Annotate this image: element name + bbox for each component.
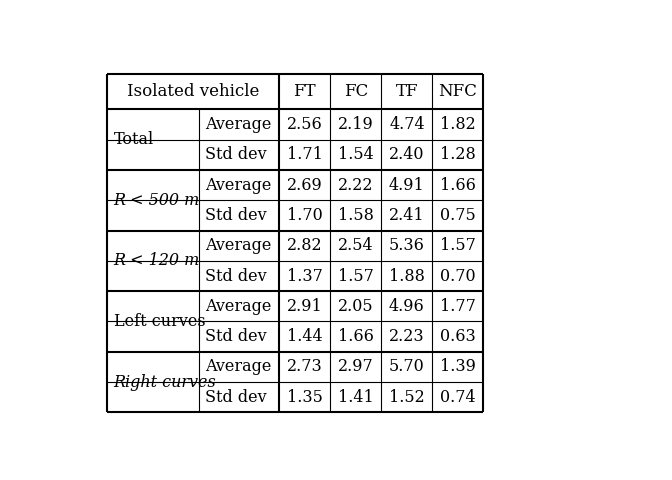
Text: FT: FT bbox=[294, 84, 316, 100]
Text: R < 120 m: R < 120 m bbox=[114, 252, 200, 269]
Text: TF: TF bbox=[396, 84, 418, 100]
Text: 5.70: 5.70 bbox=[389, 359, 425, 375]
Text: 1.66: 1.66 bbox=[440, 177, 476, 193]
Text: 1.37: 1.37 bbox=[287, 267, 323, 285]
Text: 1.57: 1.57 bbox=[440, 237, 476, 254]
Text: 2.41: 2.41 bbox=[389, 207, 425, 224]
Text: 2.40: 2.40 bbox=[389, 146, 425, 163]
Text: Average: Average bbox=[205, 116, 271, 133]
Text: 1.41: 1.41 bbox=[338, 389, 374, 406]
Text: 2.91: 2.91 bbox=[287, 298, 323, 315]
Text: 1.58: 1.58 bbox=[338, 207, 374, 224]
Text: Average: Average bbox=[205, 298, 271, 315]
Text: 2.19: 2.19 bbox=[338, 116, 374, 133]
Text: 0.63: 0.63 bbox=[440, 328, 476, 345]
Text: 1.28: 1.28 bbox=[440, 146, 476, 163]
Text: 1.35: 1.35 bbox=[287, 389, 323, 406]
Text: 1.66: 1.66 bbox=[338, 328, 374, 345]
Text: 0.70: 0.70 bbox=[440, 267, 476, 285]
Text: Average: Average bbox=[205, 359, 271, 375]
Text: Std dev: Std dev bbox=[205, 207, 267, 224]
Text: 1.82: 1.82 bbox=[440, 116, 476, 133]
Text: 1.52: 1.52 bbox=[389, 389, 425, 406]
Text: Std dev: Std dev bbox=[205, 328, 267, 345]
Text: 2.73: 2.73 bbox=[287, 359, 323, 375]
Text: 2.54: 2.54 bbox=[338, 237, 374, 254]
Text: 1.70: 1.70 bbox=[287, 207, 323, 224]
Text: NFC: NFC bbox=[439, 84, 477, 100]
Text: Left curves: Left curves bbox=[114, 313, 206, 330]
Text: 1.88: 1.88 bbox=[389, 267, 425, 285]
Text: 4.96: 4.96 bbox=[389, 298, 425, 315]
Text: Isolated vehicle: Isolated vehicle bbox=[127, 84, 259, 100]
Text: 4.91: 4.91 bbox=[389, 177, 425, 193]
Text: 2.97: 2.97 bbox=[338, 359, 374, 375]
Text: Std dev: Std dev bbox=[205, 146, 267, 163]
Text: 1.39: 1.39 bbox=[440, 359, 476, 375]
Text: Total: Total bbox=[114, 131, 154, 148]
Text: 2.82: 2.82 bbox=[287, 237, 323, 254]
Text: 1.77: 1.77 bbox=[440, 298, 476, 315]
Text: 2.05: 2.05 bbox=[338, 298, 374, 315]
Text: 2.69: 2.69 bbox=[287, 177, 323, 193]
Text: 2.23: 2.23 bbox=[389, 328, 425, 345]
Text: 4.74: 4.74 bbox=[389, 116, 425, 133]
Text: FC: FC bbox=[344, 84, 368, 100]
Text: 1.44: 1.44 bbox=[287, 328, 323, 345]
Text: 2.22: 2.22 bbox=[338, 177, 374, 193]
Text: Std dev: Std dev bbox=[205, 389, 267, 406]
Text: R < 500 m: R < 500 m bbox=[114, 192, 200, 209]
Text: 1.57: 1.57 bbox=[338, 267, 374, 285]
Text: 1.71: 1.71 bbox=[287, 146, 323, 163]
Text: 0.75: 0.75 bbox=[440, 207, 476, 224]
Text: Std dev: Std dev bbox=[205, 267, 267, 285]
Text: 5.36: 5.36 bbox=[389, 237, 425, 254]
Text: Average: Average bbox=[205, 237, 271, 254]
Text: 2.56: 2.56 bbox=[287, 116, 323, 133]
Text: Right curves: Right curves bbox=[114, 373, 216, 391]
Text: 0.74: 0.74 bbox=[440, 389, 476, 406]
Text: 1.54: 1.54 bbox=[338, 146, 374, 163]
Text: Average: Average bbox=[205, 177, 271, 193]
